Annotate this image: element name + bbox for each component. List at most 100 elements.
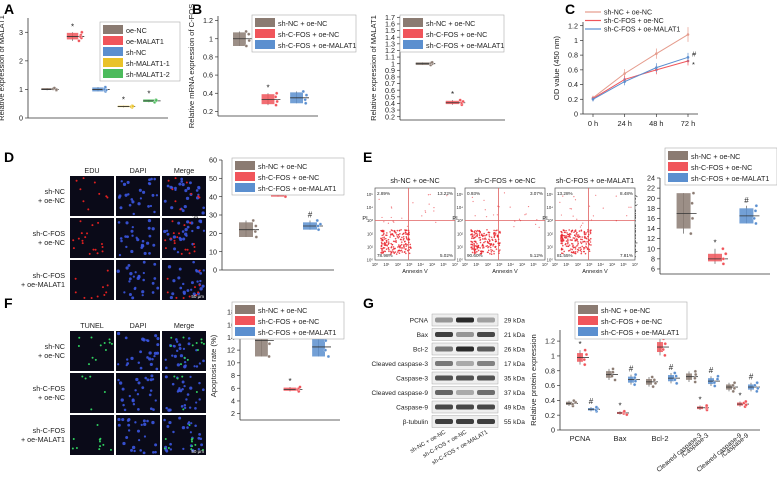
series-line [592,60,689,99]
flow-x-tick-label: 10² [485,262,492,267]
nucleus-dot [146,241,150,245]
blot-band [456,346,474,352]
event-dot [385,239,388,242]
event-dot [474,252,477,254]
nucleus-dot [136,429,140,433]
event-dot [398,252,401,255]
flow-y-tick-label: 10⁰ [367,258,374,263]
nucleus-dot [126,358,129,361]
panel-label-f: F [4,295,13,311]
stain-dot [101,250,104,253]
event-dot [395,239,397,242]
event-dot [586,247,589,250]
y-tick-label: 20 [209,229,217,238]
event-dot [394,247,396,250]
data-point [754,204,759,208]
stain-dot [71,447,74,450]
event-dot [580,242,583,245]
y-tick-label: 0 [19,114,23,123]
stain-dot [201,448,204,451]
event-dot [382,251,385,254]
flow-plot-title: sh-C-FOS + oe-NC [474,176,535,185]
nucleus-dot [130,249,134,254]
micrograph-row-label: + oe-MALAT1 [21,280,65,289]
event-dot [493,250,495,253]
event-dot [390,242,392,245]
legend-B1: sh-NC + oe-NC sh-C-FOS + oe-NC sh-C-FOS + … [251,14,356,53]
nucleus-dot [133,287,137,291]
nucleus-dot [164,358,167,361]
nucleus-dot [187,342,191,346]
event-dot [478,234,481,237]
event-dot [560,230,562,233]
event-dot [474,236,477,238]
stain-dot [101,245,104,248]
event-dot [581,245,584,248]
nucleus-dot [149,389,153,392]
flow-y-tick-label: 10⁵ [457,192,464,197]
event-dot [397,246,399,248]
y-tick-label: 0.8 [385,73,395,82]
event-dot [383,238,386,240]
y-tick-label: 10 [647,244,655,253]
event-dot [573,231,575,234]
nucleus-dot [143,435,147,438]
nucleus-dot [166,425,170,428]
nucleus-dot [131,445,136,450]
stain-dot [90,336,93,339]
event-dot [391,233,394,236]
y-axis-title: Relative expression of MALAT1 [369,15,378,121]
data-point [694,372,698,377]
chart-d: 0102030405060Proliferation rate %*#sh-NC… [191,156,345,275]
nucleus-dot [124,336,128,340]
event-dot [565,245,568,248]
event-dot [586,246,588,249]
event-dot [385,248,388,251]
significance-mark: * [288,377,291,386]
y-tick-label: 0.2 [203,107,213,116]
stain-dot [99,445,102,448]
event-dot [580,238,582,241]
flow-y-tick-label: 10⁵ [547,192,554,197]
nucleus-dot [189,375,192,378]
event-dot [421,215,423,217]
chart-a: 0 1 2 3 Relative expression of MALAT1 * * * oe-N… [0,15,181,123]
event-dot [386,244,389,247]
flow-x-axis-title: Annexin V [492,269,518,275]
legend-swatch [578,327,598,336]
nucleus-dot [139,366,143,370]
event-dot [479,238,482,241]
event-dot [587,235,589,238]
box-iqr [708,253,722,262]
quadrant-value-q2: 8.48% [620,191,633,196]
data-point [690,216,695,221]
event-dot [527,205,530,208]
blot-band [456,404,474,410]
quadrant-value-q3: 81.55% [557,253,573,258]
micrograph-column-label: DAPI [130,166,147,175]
blot-protein-label: Cleaved caspase-9 [372,390,429,397]
nucleus-dot [149,362,153,366]
event-dot [404,243,407,246]
event-dot [391,229,394,232]
event-dot [565,240,568,242]
stain-dot [79,220,82,223]
event-dot [406,243,408,246]
nucleus-dot [185,234,188,237]
event-dot [475,230,478,233]
event-dot [592,215,594,217]
legend-swatch [255,18,275,27]
nucleus-dot [131,226,134,229]
nucleus-dot [151,291,155,294]
event-dot [490,243,493,246]
stain-dot [96,423,99,426]
stain-dot [94,248,97,251]
box-sh-nc-oe-nc-3 [686,369,698,384]
event-dot [490,250,493,253]
event-dot [563,234,566,237]
event-dot [485,234,488,236]
event-dot [381,216,383,219]
series-2: * [591,56,695,101]
